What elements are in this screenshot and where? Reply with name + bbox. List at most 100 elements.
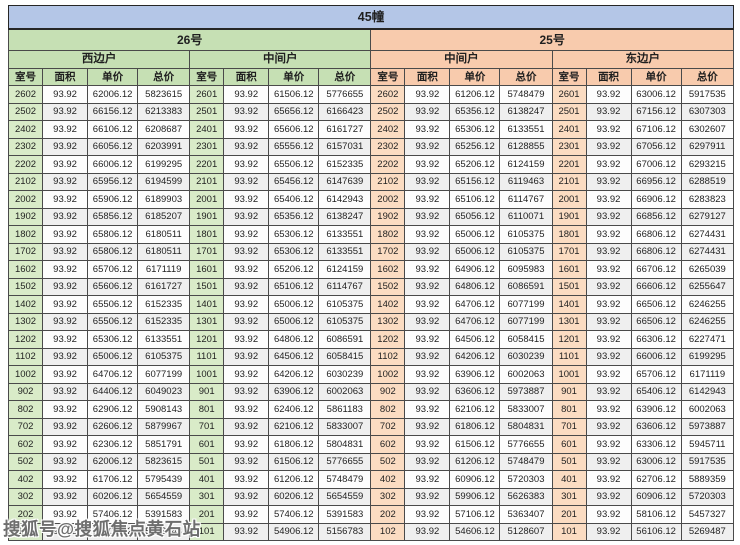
total-price-cell: 5203743 — [137, 522, 191, 541]
area-cell: 93.92 — [42, 102, 89, 121]
total-price-cell: 6171119 — [680, 365, 735, 384]
area-cell: 93.92 — [223, 330, 270, 349]
room-cell: 602 — [370, 435, 406, 454]
table-row: 302 93.92 60206.12 5654559 301 93.92 60206.12 5… — [7, 487, 735, 506]
total-price-cell: 6185207 — [137, 207, 191, 226]
area-cell: 93.92 — [223, 242, 270, 261]
total-price-cell: 5776655 — [318, 85, 372, 104]
total-price-cell: 6246255 — [680, 295, 735, 314]
total-price-cell: 6288519 — [680, 172, 735, 191]
unit-price-cell: 65806.12 — [87, 242, 139, 261]
room-cell: 1402 — [370, 295, 406, 314]
unit-price-cell: 63606.12 — [449, 382, 501, 401]
area-cell: 93.92 — [404, 400, 451, 419]
room-cell: 1002 — [370, 365, 406, 384]
unit-price-cell: 67106.12 — [630, 120, 682, 139]
room-cell: 1802 — [370, 225, 406, 244]
area-cell: 93.92 — [404, 190, 451, 209]
area-cell: 93.92 — [585, 102, 632, 121]
total-price-cell: 6002063 — [318, 382, 372, 401]
area-cell: 93.92 — [42, 470, 89, 489]
room-cell: 202 — [7, 505, 44, 524]
room-cell: 601 — [189, 435, 225, 454]
room-cell: 1902 — [370, 207, 406, 226]
area-cell: 93.92 — [42, 190, 89, 209]
unit-price-cell: 65106.12 — [449, 190, 501, 209]
room-cell: 402 — [7, 470, 44, 489]
room-cell: 1501 — [189, 277, 225, 296]
area-cell: 93.92 — [585, 137, 632, 156]
total-price-cell: 5908143 — [137, 400, 191, 419]
unit-price-cell: 65506.12 — [87, 312, 139, 331]
area-cell: 93.92 — [585, 470, 632, 489]
total-price-cell: 5804831 — [318, 435, 372, 454]
room-cell: 1702 — [7, 242, 44, 261]
unit-price-cell: 65206.12 — [268, 260, 320, 279]
room-cell: 1202 — [7, 330, 44, 349]
room-cell: 101 — [189, 522, 225, 541]
table-row: 602 93.92 62306.12 5851791 601 93.92 61806.12 5… — [7, 435, 735, 454]
unit-price-cell: 66606.12 — [630, 277, 682, 296]
area-cell: 93.92 — [585, 120, 632, 139]
total-price-cell: 6030239 — [499, 347, 553, 366]
room-cell: 501 — [551, 452, 587, 471]
unit-price-cell: 65556.12 — [268, 137, 320, 156]
room-cell: 401 — [189, 470, 225, 489]
unit-price-cell: 66806.12 — [630, 225, 682, 244]
area-cell: 93.92 — [223, 190, 270, 209]
unit-price-cell: 64506.12 — [449, 330, 501, 349]
unit-price-cell: 66156.12 — [87, 102, 139, 121]
room-cell: 302 — [370, 487, 406, 506]
unit-price-cell: 66506.12 — [630, 312, 682, 331]
unit-price-cell: 66856.12 — [630, 207, 682, 226]
table-row: 2002 93.92 65906.12 6189903 2001 93.92 65406.1… — [7, 190, 735, 209]
total-price-cell: 5269487 — [680, 522, 735, 541]
unit-price-cell: 64806.12 — [268, 330, 320, 349]
room-cell: 2502 — [7, 102, 44, 121]
unit-price-cell: 60906.12 — [449, 470, 501, 489]
unit-price-cell: 61206.12 — [449, 452, 501, 471]
total-price-cell: 5391583 — [318, 505, 372, 524]
total-price-cell: 5917535 — [680, 85, 735, 104]
area-cell: 93.92 — [223, 417, 270, 436]
room-cell: 2101 — [189, 172, 225, 191]
total-price-cell: 6161727 — [318, 120, 372, 139]
unit-price-cell: 63906.12 — [449, 365, 501, 384]
total-price-cell: 6105375 — [318, 312, 372, 331]
unit-price-cell: 63006.12 — [630, 85, 682, 104]
room-cell: 1401 — [189, 295, 225, 314]
table-row: 1202 93.92 65306.12 6133551 1201 93.92 64806.1… — [7, 330, 735, 349]
building-name: 26号 — [7, 28, 372, 51]
area-cell: 93.92 — [585, 347, 632, 366]
unit-price-cell: 62106.12 — [268, 417, 320, 436]
area-cell: 93.92 — [223, 505, 270, 524]
col-header-total-price: 总价 — [680, 68, 735, 86]
area-cell: 93.92 — [585, 172, 632, 191]
area-cell: 93.92 — [585, 330, 632, 349]
room-cell: 2401 — [189, 120, 225, 139]
room-cell: 1102 — [7, 347, 44, 366]
unit-price-cell: 65306.12 — [268, 242, 320, 261]
table-row: 2402 93.92 66106.12 6208687 2401 93.92 65606.1… — [7, 120, 735, 139]
area-cell: 93.92 — [42, 207, 89, 226]
room-cell: 502 — [370, 452, 406, 471]
unit-price-cell: 61806.12 — [449, 417, 501, 436]
room-cell: 301 — [551, 487, 587, 506]
room-cell: 1001 — [189, 365, 225, 384]
room-cell: 2602 — [7, 85, 44, 104]
room-cell: 1301 — [551, 312, 587, 331]
total-price-cell: 5626383 — [499, 487, 553, 506]
unit-price-cell: 66006.12 — [87, 155, 139, 174]
room-cell: 602 — [7, 435, 44, 454]
total-price-cell: 5720303 — [680, 487, 735, 506]
area-cell: 93.92 — [223, 365, 270, 384]
col-header-room: 室号 — [370, 68, 406, 86]
unit-price-cell: 60906.12 — [630, 487, 682, 506]
room-cell: 2301 — [189, 137, 225, 156]
total-price-cell: 6142943 — [680, 382, 735, 401]
unit-price-cell: 60206.12 — [87, 487, 139, 506]
unit-price-cell: 61706.12 — [87, 470, 139, 489]
area-cell: 93.92 — [585, 85, 632, 104]
total-price-cell: 6058415 — [318, 347, 372, 366]
